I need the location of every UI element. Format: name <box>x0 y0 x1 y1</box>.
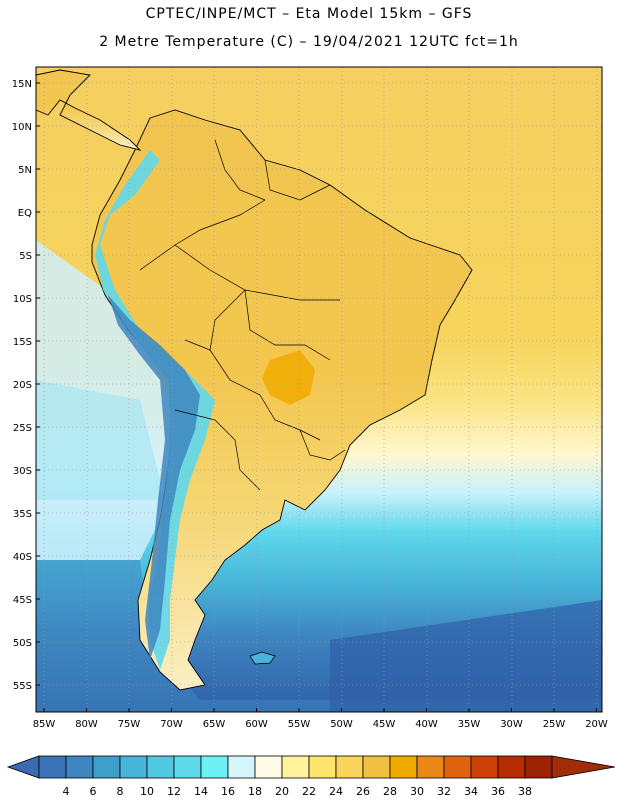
colorbar-label: 32 <box>437 785 451 798</box>
lon-label: 65W <box>203 719 226 730</box>
longitude-axis: 85W 80W 75W 70W 65W 60W 55W 50W 45W 40W 35W 30W 25W 2… <box>33 708 608 730</box>
colorbar-label: 24 <box>329 785 343 798</box>
lon-label: 50W <box>330 719 353 730</box>
colorbar-label: 22 <box>302 785 316 798</box>
colorbar-arrow-high <box>551 755 616 779</box>
colorbar-label: 4 <box>63 785 70 798</box>
lat-label: 55S <box>13 681 32 692</box>
colorbar-swatch <box>38 755 67 779</box>
map-title-line-1: CPTEC/INPE/MCT – Eta Model 15km – GFS <box>145 6 473 22</box>
lat-label: 25S <box>13 423 32 434</box>
colorbar-swatch <box>497 755 526 779</box>
colorbar-swatch <box>65 755 94 779</box>
colorbar-label: 26 <box>356 785 370 798</box>
lat-label: 30S <box>13 466 32 477</box>
lat-label: 50S <box>13 638 32 649</box>
lat-label: 20S <box>13 380 32 391</box>
lat-label: 5N <box>18 165 32 176</box>
lon-label: 40W <box>415 719 438 730</box>
colorbar-label: 10 <box>140 785 154 798</box>
colorbar-swatch <box>524 755 553 779</box>
hot-spot-mato-grosso <box>262 350 315 405</box>
colorbar-swatch <box>389 755 418 779</box>
colorbar-label: 6 <box>90 785 97 798</box>
colorbar-swatch <box>281 755 310 779</box>
lon-label: 85W <box>33 719 56 730</box>
colorbar-swatch <box>362 755 391 779</box>
lon-label: 35W <box>458 719 481 730</box>
lon-label: 75W <box>118 719 141 730</box>
colorbar: 4 6 8 10 12 14 16 18 20 22 24 26 28 30 32 34 36 38 <box>6 755 616 798</box>
colorbar-swatch <box>119 755 148 779</box>
lat-label: 35S <box>13 509 32 520</box>
lat-label: 15S <box>13 337 32 348</box>
lat-label: 15N <box>12 79 32 90</box>
colorbar-label: 14 <box>194 785 208 798</box>
lon-label: 20W <box>585 719 608 730</box>
colorbar-label: 20 <box>275 785 289 798</box>
colorbar-swatch <box>254 755 283 779</box>
colorbar-label: 18 <box>248 785 262 798</box>
colorbar-swatch <box>200 755 229 779</box>
colorbar-swatch <box>308 755 337 779</box>
colorbar-swatch <box>146 755 175 779</box>
lat-label: 10N <box>12 122 32 133</box>
colorbar-swatch <box>470 755 499 779</box>
latitude-axis: 15N 10N 5N EQ 5S 10S 15S 20S 25S 30S 35S 40S 45S 50S 5… <box>12 79 40 692</box>
colorbar-arrow-low <box>6 755 40 779</box>
colorbar-label: 38 <box>518 785 532 798</box>
colorbar-swatch <box>92 755 121 779</box>
colorbar-swatch <box>173 755 202 779</box>
lon-label: 60W <box>245 719 268 730</box>
southern-ocean-coldest <box>330 600 602 712</box>
colorbar-swatch <box>227 755 256 779</box>
colorbar-label: 12 <box>167 785 181 798</box>
colorbar-label: 8 <box>117 785 124 798</box>
central-america <box>36 69 142 151</box>
colorbar-label: 34 <box>464 785 478 798</box>
colorbar-label: 36 <box>491 785 505 798</box>
colorbar-label: 16 <box>221 785 235 798</box>
colorbar-swatch <box>335 755 364 779</box>
lon-label: 70W <box>160 719 183 730</box>
colorbar-swatch <box>416 755 445 779</box>
colorbar-swatch <box>443 755 472 779</box>
lat-label: 40S <box>13 552 32 563</box>
falkland-islands <box>249 651 276 665</box>
lon-label: 80W <box>75 719 98 730</box>
lon-label: 30W <box>500 719 523 730</box>
lon-label: 45W <box>373 719 396 730</box>
map-title-line-2: 2 Metre Temperature (C) – 19/04/2021 12U… <box>99 34 519 50</box>
lon-label: 55W <box>288 719 311 730</box>
lat-label: EQ <box>18 208 32 219</box>
lat-label: 45S <box>13 595 32 606</box>
map-frame <box>35 66 603 713</box>
andes-coldest-core <box>108 295 200 660</box>
lon-label: 25W <box>543 719 566 730</box>
colorbar-label: 28 <box>383 785 397 798</box>
country-borders <box>139 139 346 491</box>
lat-label: 5S <box>19 251 32 262</box>
lat-label: 10S <box>13 294 32 305</box>
colorbar-label: 30 <box>410 785 424 798</box>
